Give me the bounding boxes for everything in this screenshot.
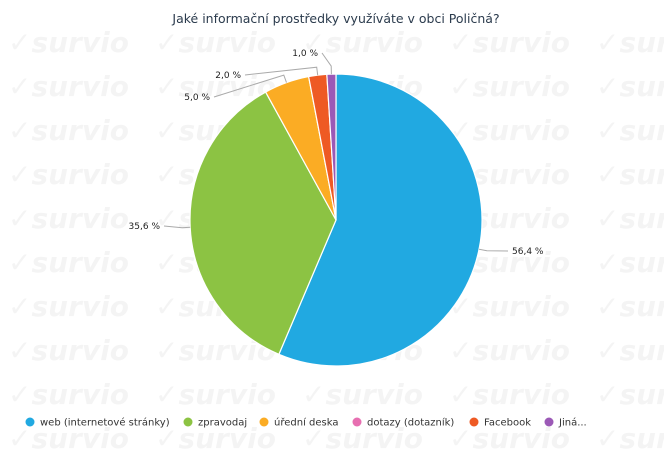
legend-marker (25, 417, 35, 427)
legend-item[interactable]: Jiná... (544, 417, 587, 429)
watermark-text: ✓survio (155, 378, 276, 411)
data-label: 5,0 % (184, 93, 210, 103)
pie-slices (189, 73, 483, 367)
legend-label: zpravodaj (198, 418, 247, 429)
watermark-text: ✓survio (596, 158, 664, 191)
leader-line (244, 66, 319, 76)
data-label: 2,0 % (215, 71, 241, 81)
watermark-text: ✓survio (302, 26, 423, 59)
data-label: 56,4 % (512, 247, 544, 257)
leader-line (163, 225, 191, 229)
watermark-text: ✓survio (449, 334, 570, 367)
watermark-text: ✓survio (449, 378, 570, 411)
watermark-text: ✓survio (596, 290, 664, 323)
leader-line (213, 74, 287, 98)
watermark-text: ✓survio (8, 334, 129, 367)
legend-label: úřední deska (274, 417, 338, 429)
data-label: 35,6 % (129, 222, 161, 232)
legend-marker (352, 417, 362, 427)
watermark-text: ✓survio (155, 422, 276, 455)
watermark-text: ✓survio (596, 70, 664, 103)
legend-marker (544, 417, 554, 427)
legend-item[interactable]: web (internetové stránky) (25, 417, 170, 429)
watermark-text: ✓survio (449, 290, 570, 323)
leader-line (478, 248, 509, 252)
data-label: 1,0 % (292, 49, 318, 59)
legend: web (internetové stránky) zpravodaj úřední… (25, 417, 587, 429)
legend-marker (259, 417, 269, 427)
chart-title: Jaké informační prostředky využíváte v o… (171, 11, 499, 26)
watermark-text: ✓survio (449, 422, 570, 455)
pie-labels: 56,4 % 35,6 % 5,0 % 2,0 % 1,0 % (129, 49, 544, 257)
watermark-text: ✓survio (8, 114, 129, 147)
legend-label: web (internetové stránky) (40, 417, 170, 429)
watermark-text: ✓survio (596, 378, 664, 411)
legend-label: dotazy (dotazník) (367, 417, 454, 429)
watermark-text: ✓survio (596, 246, 664, 279)
legend-item[interactable]: úřední deska (259, 417, 339, 429)
watermark-text: ✓survio (8, 70, 129, 103)
legend-item[interactable]: dotazy (dotazník) (352, 417, 455, 429)
watermark-text: ✓survio (8, 26, 129, 59)
pie-slice (278, 73, 483, 367)
watermark-text: ✓survio (596, 202, 664, 235)
legend-item[interactable]: zpravodaj (183, 417, 248, 429)
legend-item[interactable]: Facebook (469, 417, 532, 429)
watermark-text: ✓survio (8, 202, 129, 235)
watermark-text: ✓survio (8, 422, 129, 455)
watermark-text: ✓survio (302, 422, 423, 455)
leader-line (321, 52, 332, 75)
watermark-text: ✓survio (596, 334, 664, 367)
legend-label: Facebook (484, 418, 531, 429)
watermark-text: ✓survio (302, 378, 423, 411)
watermark-text: ✓survio (596, 422, 664, 455)
watermark-text: ✓survio (596, 114, 664, 147)
watermark-text: ✓survio (596, 26, 664, 59)
legend-marker (469, 417, 479, 427)
watermark-text: ✓survio (8, 246, 129, 279)
watermark-text: ✓survio (8, 158, 129, 191)
legend-marker (183, 417, 193, 427)
pie-slice (189, 91, 337, 356)
watermark-text: ✓survio (8, 290, 129, 323)
legend-label: Jiná... (558, 417, 587, 429)
watermark-text: ✓survio (155, 26, 276, 59)
watermark-text: ✓survio (449, 114, 570, 147)
watermark-text: ✓survio (449, 26, 570, 59)
watermark-text: ✓survio (449, 70, 570, 103)
watermark-text: ✓survio (8, 378, 129, 411)
